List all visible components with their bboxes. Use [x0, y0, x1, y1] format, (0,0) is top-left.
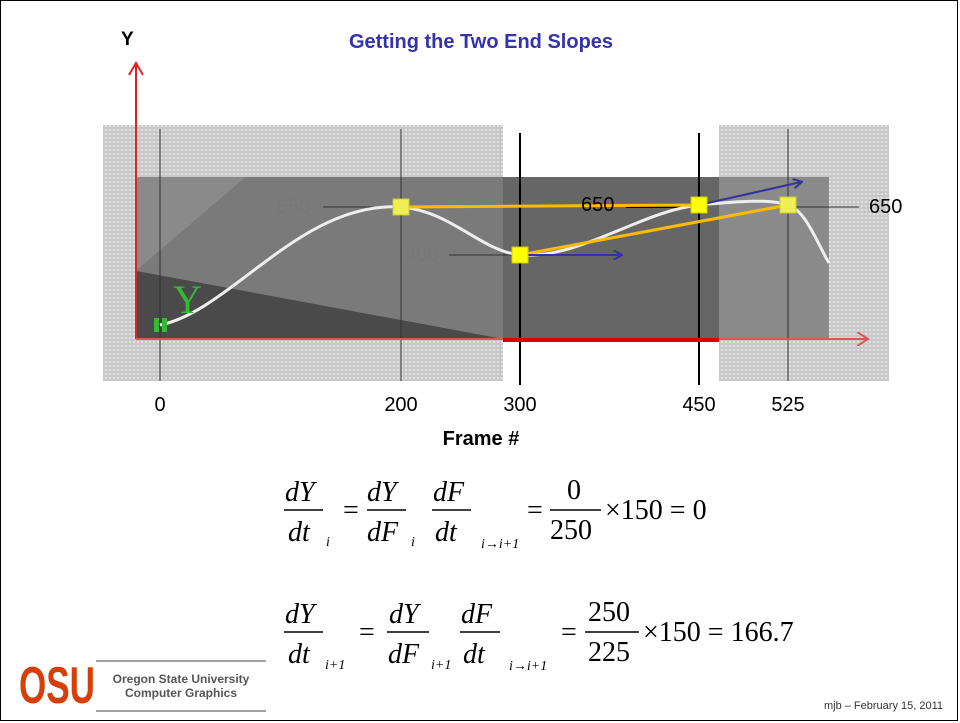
eq1-result: ×150 = 0: [605, 495, 707, 526]
eq2-lhs-subscript: i+1: [325, 658, 346, 673]
eq2-equals-2: =: [561, 617, 577, 648]
logo-line-1: Oregon State University: [112, 672, 250, 686]
x-axis-label: Frame #: [442, 428, 520, 450]
tick-label-200: 200: [384, 394, 418, 416]
eq2-equals-1: =: [359, 617, 375, 648]
eq1-m2-numerator: dF: [433, 477, 465, 508]
eq1-m2-denominator: dt: [435, 517, 457, 548]
eq2-result: ×150 = 166.7: [643, 617, 794, 648]
eq2-lhs-denominator: dt: [288, 639, 310, 670]
y-axis-label: Y: [121, 29, 134, 50]
key-marker-300: [511, 246, 529, 264]
eq1-lhs-numerator: dY: [285, 477, 315, 508]
eq1-r-numerator: 0: [567, 475, 581, 506]
eq2-m1-denominator: dF: [388, 639, 420, 670]
key-marker-200: [392, 198, 410, 216]
curve-label: Y: [173, 277, 202, 322]
key-marker-0a: [154, 318, 159, 332]
tick-label-450: 450: [682, 394, 716, 416]
eq1-lhs-subscript: i: [326, 535, 330, 550]
osu-logo-mark: OSU: [19, 657, 95, 715]
eq2-m1-numerator: dY: [389, 599, 419, 630]
eq1-m1-subscript: i: [411, 535, 415, 550]
eq2-m1-subscript: i+1: [431, 658, 452, 673]
footer-date: mjb – February 15, 2011: [823, 700, 943, 712]
chord-200-450: [400, 203, 700, 209]
eq1-equals-2: =: [527, 495, 543, 526]
tick-label-0: 0: [154, 394, 166, 416]
eq1-m2-subscript: i→i+1: [481, 537, 520, 552]
right-panel: [719, 177, 829, 339]
value-label-400: 400: [405, 244, 439, 266]
eq1-m1-denominator: dF: [367, 517, 399, 548]
key-marker-450: [690, 196, 708, 214]
tangent-arrow-450: [698, 182, 801, 206]
y-axis-arrow: [128, 61, 144, 76]
tick-label-525: 525: [771, 394, 805, 416]
key-marker-0b: [162, 318, 167, 332]
value-label-650-left: 650: [277, 196, 311, 218]
chord-300-525: [519, 203, 789, 257]
eq2-m2-numerator: dF: [461, 599, 493, 630]
eq2-r-numerator: 250: [588, 597, 630, 628]
value-label-650-center: 650: [581, 194, 615, 216]
eq1-r-denominator: 250: [550, 515, 592, 546]
tick-label-300: 300: [503, 394, 537, 416]
eq1-m1-numerator: dY: [367, 477, 397, 508]
value-label-650-right: 650: [869, 196, 903, 218]
eq1-lhs-denominator: dt: [288, 517, 310, 548]
left-panel-shade: [136, 177, 503, 339]
slide-title: Getting the Two End Slopes: [348, 31, 614, 53]
eq2-lhs-numerator: dY: [285, 599, 315, 630]
eq2-r-denominator: 225: [588, 637, 630, 668]
key-marker-525: [779, 196, 797, 214]
logo-line-2: Computer Graphics: [124, 686, 238, 700]
eq2-m2-denominator: dt: [463, 639, 485, 670]
eq1-equals-1: =: [343, 495, 359, 526]
eq2-m2-subscript: i→i+1: [509, 659, 548, 674]
